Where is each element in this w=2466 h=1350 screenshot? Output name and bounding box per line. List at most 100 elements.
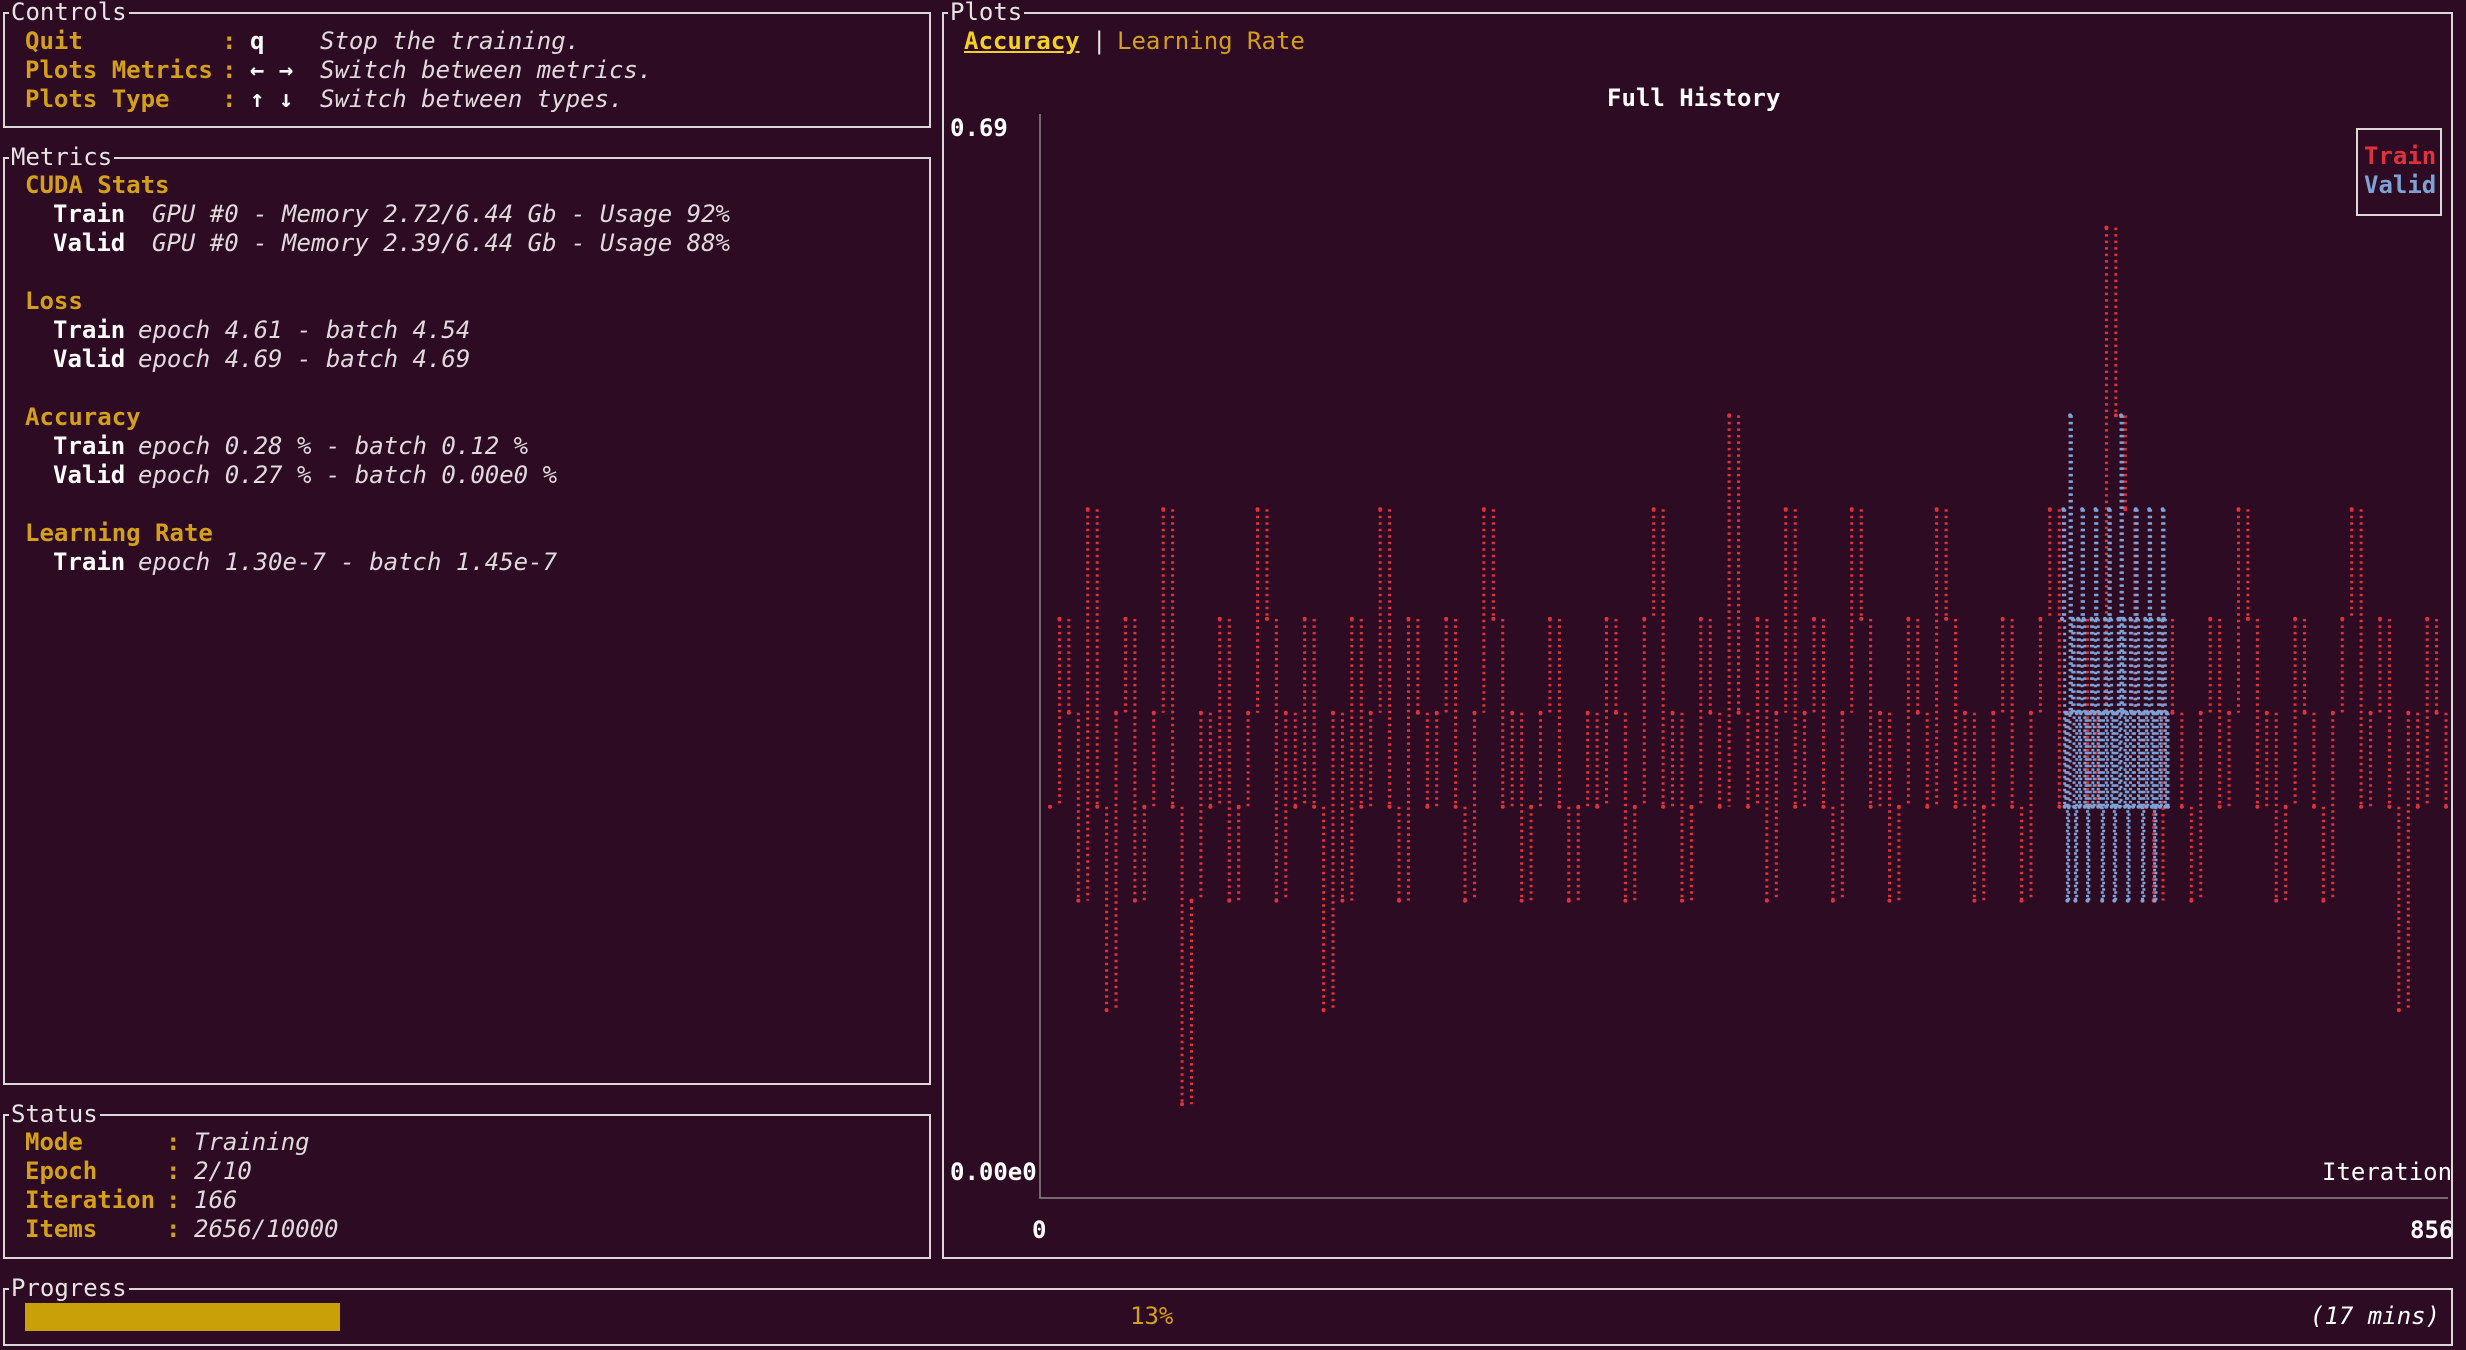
train-point <box>1859 616 1864 621</box>
train-point <box>2396 1008 2401 1013</box>
train-point <box>1397 898 1401 903</box>
tab-separator: | <box>1092 27 1107 55</box>
metrics-title: Metrics <box>9 143 115 171</box>
train-point <box>1198 710 1203 715</box>
train-point <box>2321 898 2326 903</box>
train-point <box>1189 898 1194 903</box>
status-label: Mode <box>25 1128 83 1156</box>
status-value: 2/10 <box>194 1157 252 1185</box>
control-colon: : <box>222 27 237 55</box>
status-label: Iteration <box>25 1186 156 1214</box>
status-title: Status <box>9 1100 100 1128</box>
train-point <box>1227 898 1232 903</box>
train-point <box>2217 804 2222 809</box>
train-point <box>1679 898 1684 903</box>
train-point <box>1349 616 1354 621</box>
control-key: q <box>250 27 265 55</box>
status-label: Items <box>25 1215 98 1243</box>
train-point <box>1774 710 1779 715</box>
metrics-panel: Metrics <box>3 143 931 1085</box>
train-point <box>2057 804 2062 809</box>
train-point <box>1689 804 1694 809</box>
train-point <box>2038 616 2043 621</box>
train-point <box>1510 710 1515 715</box>
train-point <box>1991 710 1996 715</box>
train-point <box>1463 898 1468 903</box>
train-point <box>1953 804 1958 809</box>
train-point <box>2444 804 2448 809</box>
loss-valid-value: epoch 4.69 - batch 4.69 <box>138 345 471 373</box>
progress-panel: Progress <box>3 1274 2453 1346</box>
train-point <box>1491 616 1496 621</box>
train-point <box>1529 804 1534 809</box>
accuracy-train-value: epoch 0.28 % - batch 0.12 % <box>138 432 529 460</box>
train-point <box>2113 413 2118 418</box>
train-point <box>1114 710 1119 715</box>
train-point <box>2019 898 2024 903</box>
y-tick-min: 0.00e0 <box>950 1158 1037 1186</box>
progress-title: Progress <box>9 1274 129 1302</box>
valid-point <box>2100 898 2105 903</box>
train-point <box>2387 804 2392 809</box>
cuda-valid-label: Valid <box>53 229 126 257</box>
valid-point <box>2140 898 2145 903</box>
train-point <box>1142 804 1147 809</box>
train-point <box>1764 898 1769 903</box>
train-point <box>1944 616 1949 621</box>
accuracy-train-label: Train <box>53 432 126 460</box>
train-point <box>1698 616 1703 621</box>
train-point <box>1180 1102 1185 1107</box>
train-point <box>1085 507 1090 512</box>
train-point <box>1604 616 1609 621</box>
train-point <box>1095 804 1100 809</box>
train-point <box>1878 710 1883 715</box>
status-colon: : <box>166 1215 181 1243</box>
train-point <box>2104 225 2109 230</box>
train-point <box>2170 710 2175 715</box>
control-description: Switch between metrics. <box>320 56 653 84</box>
train-point <box>1727 413 1732 418</box>
train-point <box>1585 710 1590 715</box>
train-point <box>2415 804 2420 809</box>
train-point <box>2236 507 2241 512</box>
train-point <box>1406 616 1411 621</box>
train-point <box>1613 710 1618 715</box>
control-description: Switch between types. <box>320 85 624 113</box>
train-point <box>1651 507 1656 512</box>
train-point <box>1595 804 1600 809</box>
loss-valid-label: Valid <box>53 345 126 373</box>
train-point <box>1868 804 1873 809</box>
train-point <box>1434 710 1439 715</box>
tab-learning-rate[interactable]: Learning Rate <box>1117 27 1305 55</box>
status-panel: Status <box>3 1100 931 1259</box>
train-point <box>1330 710 1335 715</box>
train-point <box>1849 507 1854 512</box>
train-point <box>1444 616 1449 621</box>
train-point <box>1915 710 1920 715</box>
chart-legend: Train Valid <box>2356 128 2442 216</box>
tab-accuracy[interactable]: Accuracy <box>964 27 1080 55</box>
train-point <box>2245 616 2250 621</box>
x-tick-min: 0 <box>1032 1216 1047 1244</box>
train-point <box>2274 898 2279 903</box>
y-tick-max: 0.69 <box>950 114 1008 142</box>
train-point <box>1378 507 1383 512</box>
train-point <box>1057 616 1062 621</box>
train-point <box>1783 507 1788 512</box>
control-name: Plots Metrics <box>25 56 213 84</box>
cuda-train-value: GPU #0 - Memory 2.72/6.44 Gb - Usage 92% <box>152 200 730 228</box>
train-point <box>2302 710 2307 715</box>
accuracy-valid-value: epoch 0.27 % - batch 0.00e0 % <box>138 461 558 489</box>
train-point <box>1302 616 1307 621</box>
legend-valid-label: Valid <box>2364 171 2437 199</box>
train-point <box>1755 616 1760 621</box>
train-point <box>1500 804 1505 809</box>
train-point <box>1736 710 1741 715</box>
train-point <box>1746 804 1750 809</box>
loss-train-value: epoch 4.61 - batch 4.54 <box>138 316 471 344</box>
cuda-valid-value: GPU #0 - Memory 2.39/6.44 Gb - Usage 88% <box>152 229 730 257</box>
lr-heading: Learning Rate <box>25 519 213 547</box>
train-point <box>1293 804 1298 809</box>
loss-heading: Loss <box>25 287 83 315</box>
